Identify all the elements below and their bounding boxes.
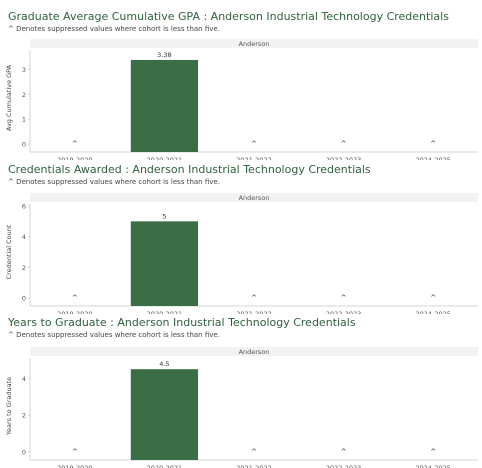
suppressed-marker: ^ bbox=[430, 140, 436, 148]
x-tick-label: 2022-2023 bbox=[326, 310, 361, 314]
y-tick-label: 2 bbox=[22, 412, 26, 420]
y-axis-title: Years to Graduate bbox=[5, 377, 13, 436]
data-label: 4.5 bbox=[159, 360, 169, 368]
data-label: 3.38 bbox=[157, 51, 171, 59]
x-tick-label: 2020-2021 bbox=[147, 464, 182, 468]
suppressed-marker: ^ bbox=[251, 294, 257, 302]
x-tick-label: 2020-2021 bbox=[147, 310, 182, 314]
suppressed-marker: ^ bbox=[251, 448, 257, 456]
suppression-note: ^ Denotes suppressed values where cohort… bbox=[8, 178, 220, 186]
y-tick-label: 0 bbox=[22, 141, 26, 149]
y-tick-label: 3 bbox=[22, 66, 26, 74]
y-axis-title: Credential Count bbox=[5, 224, 13, 279]
y-tick-label: 1 bbox=[22, 116, 26, 124]
y-tick-label: 2 bbox=[22, 264, 26, 272]
y-tick-label: 2 bbox=[22, 91, 26, 99]
y-tick-label: 0 bbox=[22, 295, 26, 303]
x-tick-label: 2019-2020 bbox=[57, 156, 92, 160]
panel-label: Anderson bbox=[239, 194, 270, 202]
suppressed-marker: ^ bbox=[341, 448, 347, 456]
years-chart-section: Years to Graduate : Anderson Industrial … bbox=[0, 312, 482, 468]
x-tick-label: 2024-2025 bbox=[415, 310, 450, 314]
data-label: 5 bbox=[162, 212, 166, 220]
suppressed-marker: ^ bbox=[341, 140, 347, 148]
chart-title: Graduate Average Cumulative GPA : Anders… bbox=[8, 10, 449, 23]
gpa-chart-section: Graduate Average Cumulative GPA : Anders… bbox=[0, 0, 482, 160]
panel-label: Anderson bbox=[239, 40, 270, 48]
credentials-chart-section: Credentials Awarded : Anderson Industria… bbox=[0, 156, 482, 314]
chart-title: Years to Graduate : Anderson Industrial … bbox=[8, 316, 356, 329]
suppression-note: ^ Denotes suppressed values where cohort… bbox=[8, 25, 220, 33]
chart-title: Credentials Awarded : Anderson Industria… bbox=[8, 163, 371, 176]
y-tick-label: 4 bbox=[22, 375, 26, 383]
y-axis-title: Avg Cumulative GPA bbox=[5, 64, 13, 131]
x-tick-label: 2021-2022 bbox=[236, 464, 271, 468]
gpa-bar-chart: Anderson 0 1 2 3 Avg Cumulative GPA ^ 2019-2020… bbox=[5, 39, 478, 160]
x-tick-label: 2019-2020 bbox=[57, 310, 92, 314]
x-tick-label: 2021-2022 bbox=[236, 156, 271, 160]
panel-label: Anderson bbox=[239, 348, 270, 356]
x-tick-label: 2022-2023 bbox=[326, 156, 361, 160]
panel-header bbox=[30, 193, 478, 202]
suppressed-marker: ^ bbox=[430, 448, 436, 456]
x-tick-label: 2022-2023 bbox=[326, 464, 361, 468]
y-tick-label: 4 bbox=[22, 233, 26, 241]
suppressed-marker: ^ bbox=[251, 140, 257, 148]
panel-header bbox=[30, 347, 478, 356]
suppressed-marker: ^ bbox=[72, 140, 78, 148]
x-tick-label: 2020-2021 bbox=[147, 156, 182, 160]
x-tick-label: 2024-2025 bbox=[415, 464, 450, 468]
years-bar-chart: Anderson 0 2 4 Years to Graduate ^ 2019-2020 4.… bbox=[5, 347, 478, 468]
y-tick-label: 6 bbox=[22, 203, 26, 211]
credentials-bar-chart: Anderson 0 2 4 6 Credential Count ^ 2019-2020 5 2… bbox=[5, 193, 478, 314]
x-tick-label: 2021-2022 bbox=[236, 310, 271, 314]
suppressed-marker: ^ bbox=[72, 448, 78, 456]
suppressed-marker: ^ bbox=[72, 294, 78, 302]
panel-header bbox=[30, 39, 478, 48]
suppressed-marker: ^ bbox=[430, 294, 436, 302]
bar bbox=[130, 221, 198, 306]
x-tick-label: 2019-2020 bbox=[57, 464, 92, 468]
suppressed-marker: ^ bbox=[341, 294, 347, 302]
bar bbox=[130, 59, 198, 152]
suppression-note: ^ Denotes suppressed values where cohort… bbox=[8, 331, 220, 339]
x-tick-label: 2024-2025 bbox=[415, 156, 450, 160]
bar bbox=[130, 369, 198, 460]
y-tick-label: 0 bbox=[22, 449, 26, 457]
